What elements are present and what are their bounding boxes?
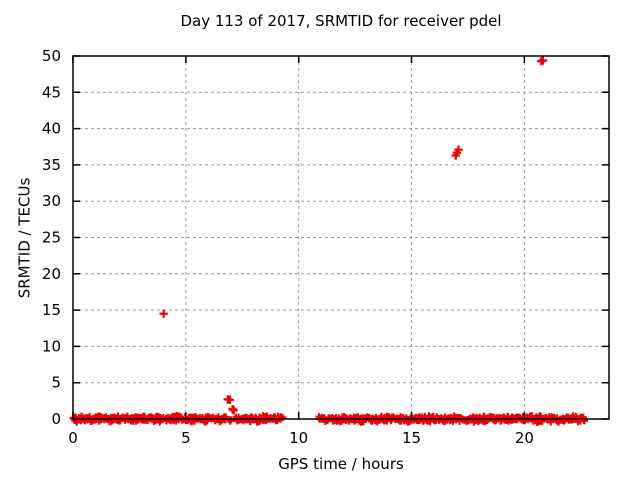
y-tick-label: 0 xyxy=(51,410,61,428)
y-tick-label: 5 xyxy=(51,374,61,392)
y-tick-label: 20 xyxy=(42,265,61,283)
grid-lines xyxy=(73,56,609,419)
y-tick-label: 45 xyxy=(42,83,61,101)
x-axis-label: GPS time / hours xyxy=(278,455,404,473)
x-tick-label: 20 xyxy=(515,429,534,447)
outlier-points xyxy=(159,56,548,415)
y-tick-label: 15 xyxy=(42,301,61,319)
y-tick-label: 25 xyxy=(42,229,61,247)
x-tick-label: 15 xyxy=(402,429,421,447)
y-tick-label: 35 xyxy=(42,156,61,174)
y-tick-label: 10 xyxy=(42,337,61,355)
y-tick-label: 30 xyxy=(42,192,61,210)
tick-marks xyxy=(72,55,609,420)
x-tick-label: 0 xyxy=(68,429,78,447)
x-tick-label: 10 xyxy=(289,429,308,447)
chart-title: Day 113 of 2017, SRMTID for receiver pde… xyxy=(180,12,502,30)
y-tick-label: 40 xyxy=(42,120,61,138)
x-tick-label: 5 xyxy=(181,429,191,447)
y-tick-label: 50 xyxy=(42,47,61,65)
